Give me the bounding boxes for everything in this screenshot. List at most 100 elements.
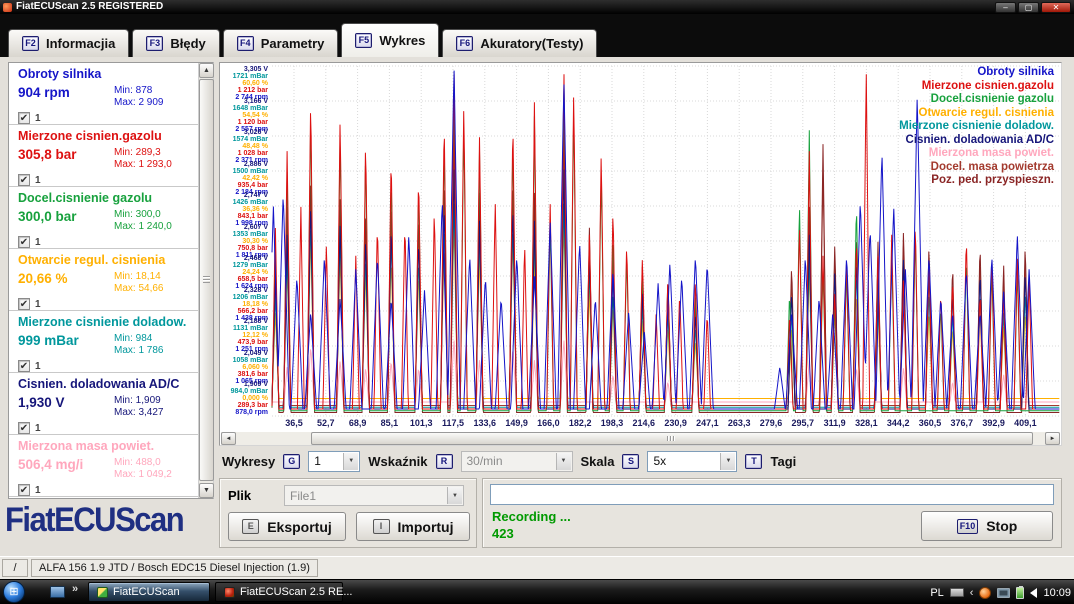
- language-indicator[interactable]: PL: [930, 586, 944, 599]
- legend-entry: Mierzone cisnien.gazolu: [921, 79, 1054, 92]
- battery-icon[interactable]: [1016, 585, 1025, 599]
- start-button[interactable]: ⊞: [3, 581, 25, 603]
- y-axis-label: 1574 mBar: [232, 136, 268, 143]
- task-label: FiatECUScan: [113, 586, 180, 598]
- legend-entry: Poz. ped. przyspieszn.: [931, 174, 1054, 186]
- maximize-icon[interactable]: ▢: [1018, 1, 1039, 13]
- channel-checkbox[interactable]: ✔: [18, 112, 30, 124]
- parameter-max: Max: 54,66: [114, 283, 164, 294]
- taskbar-task-fiatecuscan[interactable]: FiatECUScan: [88, 582, 210, 602]
- y-axis-label: 1 811 rpm: [235, 251, 268, 259]
- x-axis-label: 279,6: [759, 418, 783, 428]
- speaker-icon[interactable]: [1030, 587, 1038, 598]
- chevron-down-icon[interactable]: ▼: [343, 452, 359, 470]
- parameter-minmax: Min: 289,3 Max: 1 293,0: [114, 147, 172, 171]
- channel-label: 1: [35, 484, 41, 496]
- parameter-card: Mierzone cisnienie doladow. 999 mBar Min: …: [9, 311, 198, 373]
- y-axis-label: 1 251 rpm: [235, 346, 268, 353]
- tab-akuratory-testy-[interactable]: F6 Akuratory(Testy): [442, 29, 598, 57]
- sidebar-scrollbar[interactable]: ▲ ▼: [198, 63, 214, 498]
- parameter-minmax: Min: 300,0 Max: 1 240,0: [114, 209, 172, 233]
- close-icon[interactable]: ✕: [1041, 1, 1071, 13]
- chevron-down-icon[interactable]: ▼: [447, 487, 462, 504]
- scale-dropdown[interactable]: 5x ▼: [647, 450, 738, 472]
- taskbar-task-fiatecuscan-25[interactable]: FiatECUScan 2.5 RE...: [215, 582, 353, 602]
- y-axis-label-stack: 2,607 V 1353 mBar 30,30 % 750,8 bar 1 811 rp…: [220, 224, 268, 259]
- x-axis-label: 409,1: [1014, 418, 1037, 428]
- x-axis-label: 149,9: [505, 418, 528, 428]
- legend-entry: Obroty silnika: [977, 66, 1054, 78]
- parameter-name: Obroty silnika: [18, 67, 102, 81]
- r-keycap[interactable]: R: [435, 453, 453, 469]
- tab-b-dy[interactable]: F3 Błędy: [132, 29, 220, 57]
- record-note-input[interactable]: [490, 484, 1054, 505]
- parameter-minmax: Min: 488,0 Max: 1 049,2: [114, 457, 172, 481]
- file-dropdown[interactable]: File1 ▼: [284, 485, 464, 506]
- parameter-name: Mierzona masa powiet.: [18, 439, 155, 453]
- channel-checkbox[interactable]: ✔: [18, 298, 30, 310]
- channel-checkbox[interactable]: ✔: [18, 484, 30, 496]
- parameter-name: Docel.cisnienie gazolu: [18, 191, 153, 205]
- scroll-left-icon[interactable]: ◄: [221, 432, 236, 445]
- wykresy-label: Wykresy: [222, 453, 276, 469]
- y-axis-label: 2,886 V: [243, 160, 268, 168]
- channel-checkbox[interactable]: ✔: [18, 174, 30, 186]
- y-axis-label: 6,060 %: [242, 363, 268, 371]
- import-button[interactable]: I Importuj: [356, 512, 470, 541]
- parameter-value: 1,930 V: [18, 395, 65, 410]
- file-groupbox: Plik File1 ▼ E Eksportuj I Importuj: [219, 478, 477, 548]
- x-axis-label: 230,9: [664, 418, 687, 428]
- parameter-value: 999 mBar: [18, 333, 79, 348]
- chevron-down-icon[interactable]: ▼: [720, 452, 736, 470]
- toolbar-expand-icon[interactable]: »: [72, 583, 79, 595]
- minimize-icon[interactable]: –: [995, 1, 1016, 13]
- charts-count-dropdown[interactable]: 1 ▼: [308, 450, 361, 472]
- scroll-up-icon[interactable]: ▲: [199, 63, 214, 78]
- y-axis-label: 1 120 bar: [237, 118, 268, 126]
- wskaznik-label: Wskaźnik: [368, 453, 428, 469]
- channel-label: 1: [35, 360, 41, 372]
- s-keycap[interactable]: S: [622, 453, 640, 469]
- y-axis-label: 1279 mBar: [232, 262, 268, 269]
- tagi-label: Tagi: [770, 453, 797, 469]
- tab-wykres[interactable]: F5 Wykres: [341, 23, 440, 57]
- tab-fkey-icon: F3: [146, 36, 164, 51]
- y-axis-label: 2 184 rpm: [235, 188, 268, 196]
- plik-label: Plik: [228, 488, 252, 503]
- tray-app-icon[interactable]: [979, 586, 992, 599]
- recording-count: 423: [492, 526, 514, 541]
- parameter-value: 305,8 bar: [18, 147, 77, 162]
- network-monitor-icon[interactable]: [997, 587, 1011, 598]
- x-axis-label: 52,7: [317, 418, 335, 428]
- parameter-name: Otwarcie regul. cisnienia: [18, 253, 166, 267]
- channel-checkbox[interactable]: ✔: [18, 360, 30, 372]
- scroll-down-icon[interactable]: ▼: [199, 483, 214, 498]
- x-axis-label: 117,5: [441, 418, 465, 428]
- keyboard-icon[interactable]: [949, 588, 964, 597]
- scroll-right-icon[interactable]: ►: [1045, 432, 1060, 445]
- scrollbar-thumb[interactable]: [199, 79, 214, 481]
- chart-horizontal-scrollbar[interactable]: ◄ ►: [221, 432, 1060, 445]
- quick-launch-icon[interactable]: [50, 586, 65, 598]
- y-axis-label: 1500 mBar: [232, 167, 268, 175]
- parameter-max: Max: 1 240,0: [114, 221, 172, 232]
- tab-parametry[interactable]: F4 Parametry: [222, 29, 339, 57]
- stop-label: Stop: [986, 518, 1018, 534]
- channel-checkbox[interactable]: ✔: [18, 236, 30, 248]
- y-axis-label: 18,18 %: [242, 300, 268, 308]
- y-axis-label: 289,3 bar: [237, 402, 268, 409]
- tray-collapse-icon[interactable]: ‹: [969, 586, 974, 599]
- channel-checkbox[interactable]: ✔: [18, 422, 30, 434]
- scrollbar-thumb[interactable]: [311, 432, 1033, 445]
- e-keycap: E: [242, 519, 260, 534]
- tab-informacjia[interactable]: F2 Informacjia: [8, 29, 130, 57]
- stop-button[interactable]: F10 Stop: [921, 511, 1053, 541]
- export-button[interactable]: E Eksportuj: [228, 512, 346, 541]
- parameter-max: Max: 2 909: [114, 97, 164, 108]
- t-keycap[interactable]: T: [745, 453, 763, 469]
- parameter-max: Max: 1 786: [114, 345, 164, 356]
- parameter-card: Otwarcie regul. cisnienia 20,66 % Min: 18,…: [9, 249, 198, 311]
- g-keycap[interactable]: G: [283, 453, 301, 469]
- tab-label: Błędy: [170, 36, 206, 51]
- scale-value: 5x: [653, 454, 667, 468]
